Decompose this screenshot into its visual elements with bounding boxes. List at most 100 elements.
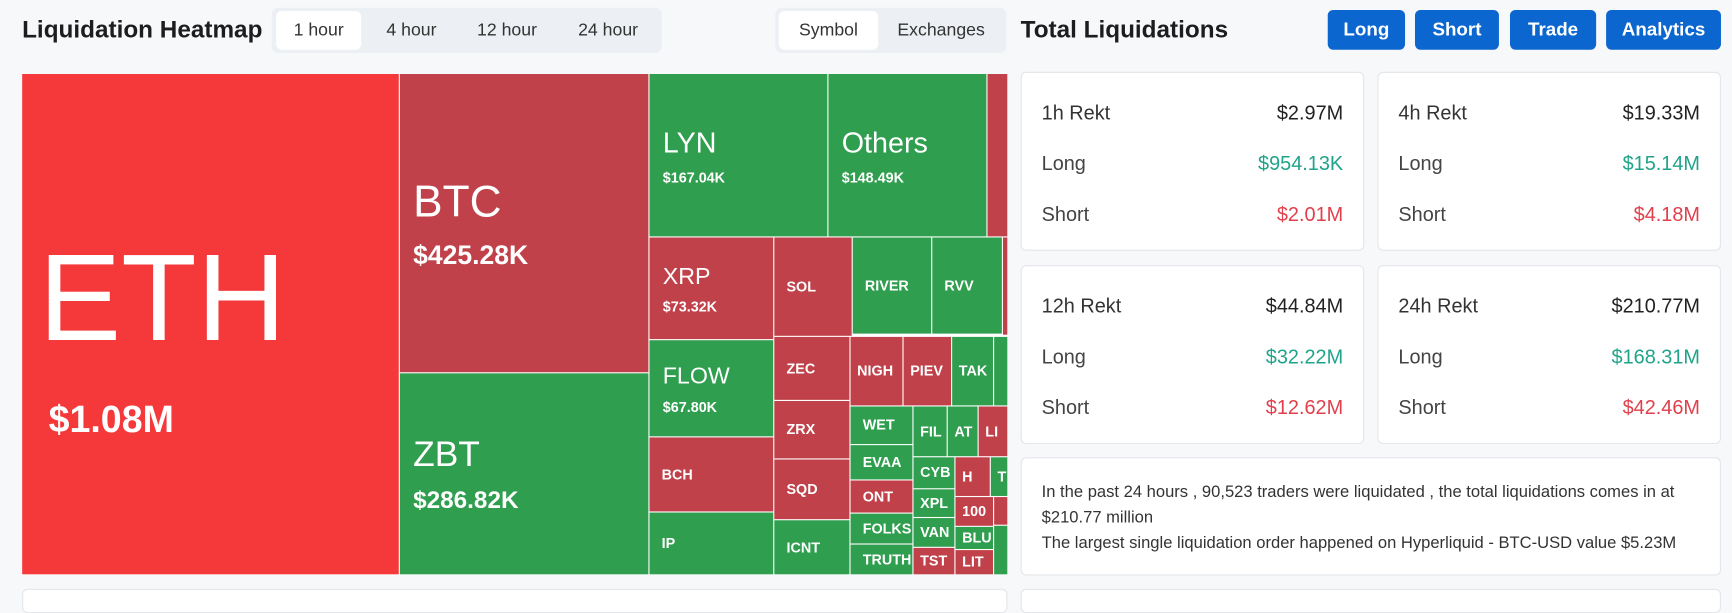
row-label: Long [1398, 152, 1443, 175]
tile-label: LYN [662, 126, 717, 160]
time-tab[interactable]: 12 hour [477, 20, 537, 40]
tile-label: Others [841, 126, 928, 160]
view-tab[interactable]: Symbol [778, 11, 879, 50]
heatmap-tile[interactable]: ONT [850, 480, 913, 513]
stat-card: 24h Rekt $210.77M Long $168.31M Short $42.46M [1377, 265, 1721, 445]
tile-label: RVV [944, 277, 974, 294]
heatmap-tile[interactable]: T [990, 457, 1008, 496]
card-total: $44.84M [1265, 294, 1344, 318]
summary-line: The largest single liquidation order hap… [1041, 533, 1677, 553]
row-label: Short [1398, 396, 1446, 419]
heatmap-tile[interactable]: XPL [913, 489, 955, 517]
heatmap-tile[interactable]: ZEC [774, 336, 850, 400]
card-title: 12h Rekt [1041, 294, 1122, 318]
tile-label: ETH [38, 228, 287, 367]
heatmap-tile[interactable]: ETH $1.08M [22, 74, 399, 575]
tile-label: SOL [786, 278, 817, 295]
stat-card: 4h Rekt $19.33M Long $15.14M Short $4.18M [1377, 71, 1721, 251]
heatmap-tile[interactable]: PIEV [903, 336, 952, 406]
app: Liquidation Heatmap 1 hour 4 hour 12 hou… [22, 7, 1721, 613]
heatmap-tile[interactable]: ICNT [774, 520, 850, 575]
row-value: $954.13K [1258, 152, 1344, 175]
row-value: $2.01M [1276, 203, 1344, 226]
button[interactable]: Long [1327, 9, 1406, 50]
heatmap-tile[interactable]: TRUTH [850, 544, 913, 575]
row-label: Long [1398, 345, 1443, 368]
heatmap-tile[interactable]: ZRX [774, 400, 850, 459]
button[interactable]: Short [1414, 9, 1499, 50]
heatmap-tile[interactable]: BLU [955, 526, 994, 549]
tile-label: EVAA [862, 453, 902, 471]
heatmap-tile[interactable]: RVV [932, 237, 1002, 334]
heatmap-tile[interactable]: XRP $73.32K [649, 237, 774, 340]
tile-label: FOLKS [862, 520, 912, 537]
tile-value: $67.80K [662, 398, 718, 416]
heatmap-tile[interactable]: TAK [952, 336, 994, 406]
tile-label: TST [920, 552, 948, 569]
tile-label: BTC [413, 177, 502, 227]
view-tab[interactable]: Exchanges [897, 20, 985, 40]
panel [1020, 588, 1721, 613]
row-label: Short [1398, 203, 1446, 226]
tile-label: PIEV [910, 362, 943, 379]
tile-label: IP [661, 534, 676, 552]
heatmap-tile[interactable]: NIGH [850, 336, 903, 406]
tile-value: $425.28K [413, 240, 529, 271]
row-value: $42.46M [1622, 396, 1700, 419]
heatmap-tile[interactable]: WET [850, 406, 913, 445]
time-tab[interactable]: 1 hour [276, 11, 362, 50]
heatmap-tile[interactable]: EVAA [850, 445, 913, 480]
panel [22, 588, 1008, 613]
heatmap-tile[interactable]: BCH [649, 437, 774, 512]
tile-value: $73.32K [662, 298, 718, 316]
heatmap-tile[interactable]: LYN $167.04K [649, 74, 828, 237]
card-title: 24h Rekt [1398, 294, 1479, 318]
tile-label: LI [985, 423, 999, 440]
row-value: $12.62M [1265, 396, 1344, 419]
heatmap-tile[interactable]: CYB [913, 457, 955, 489]
tile-label: RIVER [864, 277, 909, 294]
heatmap-tile[interactable]: FIL [913, 406, 947, 457]
heatmap-tile[interactable]: VAN [913, 518, 955, 547]
tile-label: FLOW [662, 363, 730, 390]
heatmap-tile[interactable]: FOLKS [850, 513, 913, 544]
tile-label: XPL [920, 494, 949, 512]
heatmap-tile[interactable]: ZBT $286.82K [399, 373, 649, 575]
heatmap-tile[interactable]: TST [913, 547, 955, 575]
tile-value: $1.08M [48, 398, 174, 441]
row-label: Long [1041, 345, 1086, 368]
heatmap-tile[interactable]: H [955, 457, 990, 496]
heatmap-tile[interactable]: SOL [774, 237, 852, 336]
heatmap-tile[interactable]: AT [947, 406, 978, 457]
heatmap-tile[interactable]: RIVER [852, 237, 932, 334]
heatmap-tile[interactable]: 100 [955, 497, 994, 526]
time-tab[interactable]: 24 hour [578, 20, 639, 40]
tile-value: $286.82K [413, 485, 519, 514]
heatmap-tile[interactable]: BTC $425.28K [399, 74, 649, 373]
tile-label: CYB [920, 463, 951, 481]
card-title: 4h Rekt [1398, 101, 1467, 124]
row-value: $15.14M [1622, 152, 1700, 175]
heatmap-tile[interactable]: IP [649, 512, 774, 575]
tile-label: ZEC [786, 360, 816, 377]
tile-label: WET [862, 416, 895, 434]
heatmap-tile[interactable]: LI [978, 406, 1008, 457]
heatmap-tile[interactable]: SQD [774, 459, 850, 520]
view-tabs: Symbol Exchanges [775, 7, 1007, 54]
tile-label: TRUTH [862, 551, 912, 568]
row-label: Short [1041, 203, 1090, 226]
time-tab[interactable]: 4 hour [386, 20, 437, 40]
heatmap-tile[interactable]: FLOW $67.80K [649, 340, 774, 437]
tile-label: NIGH [857, 362, 894, 379]
row-value: $4.18M [1633, 203, 1700, 226]
stat-card: 12h Rekt $44.84M Long $32.22M Short $12.62M [1020, 265, 1365, 445]
button[interactable]: Trade [1509, 9, 1597, 50]
tile-label: FIL [920, 423, 942, 440]
heatmap-tile[interactable]: LIT [955, 550, 994, 575]
row-label: Long [1041, 152, 1086, 175]
tile-value: $167.04K [662, 169, 726, 186]
heatmap-tile[interactable]: Others $148.49K [828, 74, 987, 237]
tile-label: XRP [662, 264, 711, 290]
page: Liquidation Heatmap 1 hour 4 hour 12 hou… [22, 7, 1721, 613]
button[interactable]: Analytics [1606, 9, 1721, 50]
